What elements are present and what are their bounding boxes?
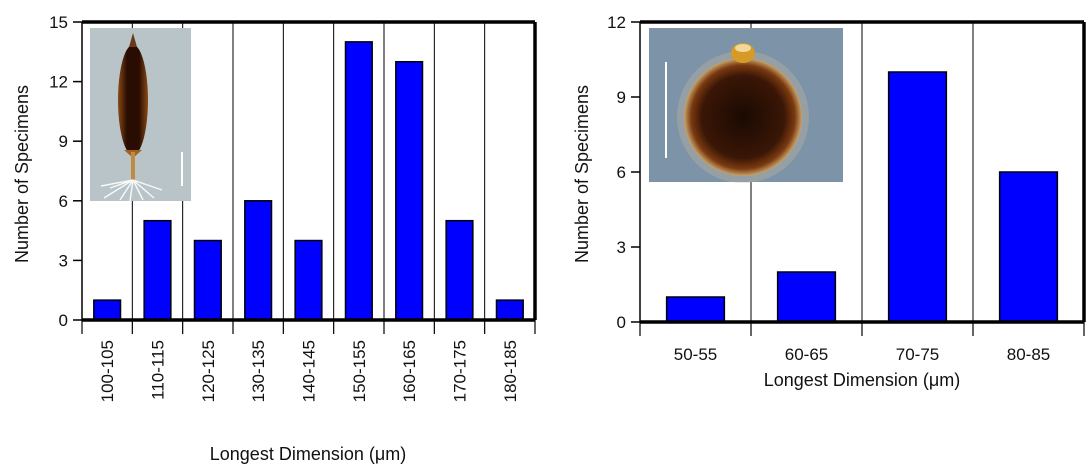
left-bars [93,41,524,321]
right-y-ticks: 0 3 6 9 12 [607,13,640,332]
left-y-tick-label: 0 [59,311,68,330]
right-x-axis-title: Longest Dimension (μm) [764,370,960,390]
right-x-tick-label: 50-55 [674,345,717,364]
right-bar-60-65 [776,271,837,323]
left-bar-150-155 [344,41,373,321]
left-y-tick-label: 15 [49,13,68,32]
chart-right: 0 3 6 9 12 50-55 60-65 70-75 80-85 Number of Sp… [572,13,1086,390]
right-bar-80-85 [998,171,1059,323]
left-x-tick-label: 140-145 [300,340,319,402]
right-x-ticks: 50-55 60-65 70-75 80-85 [639,322,1085,364]
left-y-tick-label: 6 [59,192,68,211]
right-y-tick-label: 9 [617,88,626,107]
left-y-tick-label: 3 [59,251,68,270]
left-y-ticks: 0 3 6 9 12 15 [49,13,82,330]
left-x-tick-label: 100-105 [98,340,117,402]
left-x-tick-label: 110-115 [149,340,168,400]
left-x-tick-label: 160-165 [400,340,419,402]
left-axes-frame [81,20,537,322]
left-bar-160-165 [395,60,424,321]
left-bar-180-185 [495,299,524,321]
left-x-ticks: 100-105 110-115 120-125 130-135 140-145 150-1… [81,320,536,402]
left-y-tick-label: 9 [59,132,68,151]
left-y-tick-label: 12 [49,73,68,92]
right-bar-70-75 [887,71,948,323]
left-x-axis-title: Longest Dimension (μm) [210,444,406,464]
right-bars [665,71,1059,323]
right-y-tick-label: 6 [617,163,626,182]
right-x-tick-label: 70-75 [896,345,939,364]
left-bar-140-145 [294,239,323,321]
right-x-tick-label: 60-65 [785,345,828,364]
right-y-tick-label: 0 [617,313,626,332]
right-bar-50-55 [665,296,726,323]
left-x-tick-label: 170-175 [451,340,470,402]
specimen-micrograph-elongated [90,28,191,202]
left-x-tick-label: 150-155 [350,340,369,402]
left-x-tick-label: 180-185 [501,340,520,402]
left-bar-120-125 [193,239,222,321]
left-y-axis-title: Number of Specimens [12,85,32,263]
specimen-micrograph-spherical [649,28,843,183]
left-bar-110-115 [143,219,172,321]
left-x-tick-label: 130-135 [249,340,268,402]
right-y-axis-title: Number of Specimens [572,85,592,263]
right-y-tick-label: 12 [607,13,626,32]
left-bar-130-135 [244,200,273,321]
left-bar-170-175 [445,219,474,321]
left-bar-100-105 [93,299,122,321]
chart-left: 0 3 6 9 12 15 100-105 110-115 120-125 130-135 140… [12,13,537,464]
left-x-tick-label: 120-125 [199,340,218,402]
right-y-tick-label: 3 [617,238,626,257]
right-x-tick-label: 80-85 [1007,345,1050,364]
